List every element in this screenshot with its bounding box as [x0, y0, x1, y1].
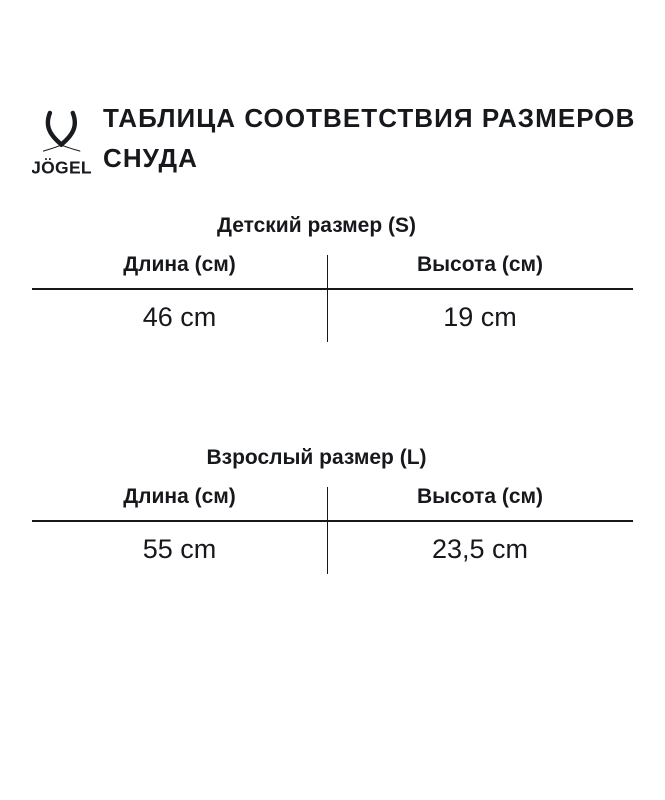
svg-text:JÖGEL: JÖGEL: [32, 158, 92, 178]
